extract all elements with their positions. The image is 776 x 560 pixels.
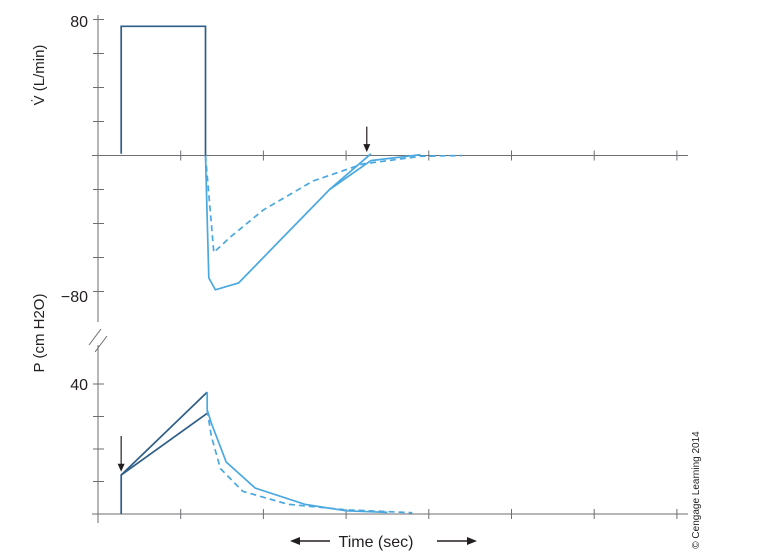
time-arrow-right-head — [467, 537, 477, 545]
chart-annotations — [117, 126, 477, 545]
pressure-ytick-label-40: 40 — [70, 377, 88, 394]
flow-axis-title: V̇ (L/min) — [31, 45, 48, 106]
flow-series-solid-0 — [120, 25, 207, 156]
flow-expiratory-curve — [204, 153, 372, 291]
pressure-axis-title: P (cm H2O) — [31, 294, 48, 373]
flow-series-dashed-1 — [204, 154, 462, 255]
time-axis-label: Time (sec) — [339, 534, 414, 551]
chart-axes — [88, 15, 688, 523]
flow-arrow-head — [363, 144, 371, 153]
pressure-series-dashed-2 — [206, 409, 413, 514]
flow-ytick-label-80: 80 — [70, 14, 88, 31]
time-arrow-left-head — [290, 537, 300, 545]
copyright-credit: © Cengage Learning 2014 — [691, 431, 702, 549]
pressure-series-solid-1 — [120, 412, 208, 476]
flow-ytick-label-minus-80: −80 — [61, 289, 88, 306]
flow-series-solid-2 — [329, 153, 421, 191]
axis-break-mark — [94, 335, 108, 353]
axis-break-mark — [88, 328, 102, 346]
pressure-arrow-head — [117, 463, 125, 472]
chart-series — [120, 25, 462, 514]
pressure-series-solid-0 — [120, 391, 208, 514]
pressure-decay-curve — [206, 392, 388, 514]
